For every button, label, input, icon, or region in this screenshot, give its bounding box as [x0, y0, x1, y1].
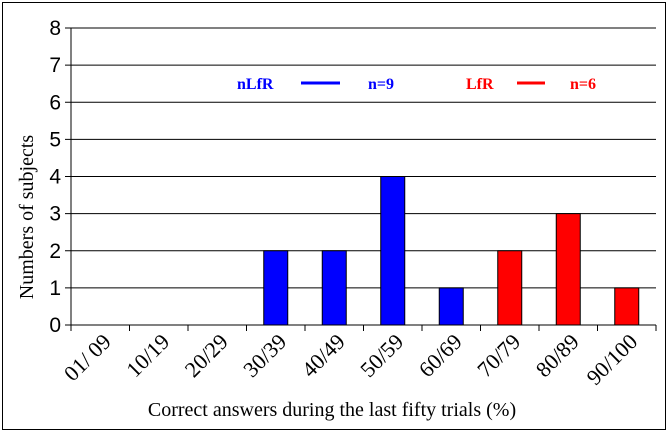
y-tick-label: 3 [49, 203, 61, 226]
x-tick-label: 80/89 [531, 329, 584, 382]
bar-nlfr-3 [263, 250, 289, 326]
y-tick-label: 7 [49, 54, 61, 77]
x-tick-labels: 01/ 09 10/19 20/29 30/39 40/49 50/59 60/69 70/7… [59, 329, 643, 390]
chart-frame [2, 2, 666, 430]
y-tick-label: 8 [49, 17, 61, 40]
bars [263, 176, 640, 326]
y-tick-label: 5 [49, 128, 61, 151]
y-tick-label: 2 [49, 240, 61, 263]
y-tick-label: 0 [49, 314, 61, 337]
legend-label-lfr: LfR [466, 76, 494, 93]
x-tick-label: 30/39 [238, 329, 291, 382]
x-tick-label: 01/ 09 [59, 329, 116, 386]
y-tick-label: 6 [49, 91, 61, 114]
bar-nlfr-4 [321, 250, 347, 326]
bar-nlfr-6 [438, 287, 464, 326]
bar-lfr-8 [555, 213, 581, 326]
y-tick-label: 1 [49, 277, 61, 300]
legend-n-lfr: n=6 [570, 76, 596, 93]
x-axis-title: Correct answers during the last fifty tr… [148, 399, 516, 421]
y-tick-label: 4 [49, 166, 61, 189]
legend-n-nlfr: n=9 [368, 76, 394, 93]
legend-label-nlfr: nLfR [237, 76, 274, 93]
x-tick-label: 90/100 [581, 329, 642, 390]
y-axis-title: Numbers of subjects [16, 135, 38, 300]
bar-lfr-7 [497, 250, 523, 326]
legend: nLfR n=9 LfR n=6 [237, 76, 596, 93]
x-tick-label: 10/19 [121, 329, 174, 382]
x-tick-label: 40/49 [297, 329, 350, 382]
axes [65, 27, 657, 331]
x-tick-label: 60/69 [414, 329, 467, 382]
x-tick-label: 20/29 [180, 329, 233, 382]
x-tick-label: 50/59 [355, 329, 408, 382]
x-tick-label: 70/79 [472, 329, 525, 382]
bar-nlfr-5 [380, 176, 406, 326]
legend-entry-nlfr: nLfR n=9 [237, 76, 394, 93]
y-tick-labels: 0 1 2 3 4 5 6 7 8 [49, 17, 61, 337]
legend-entry-lfr: LfR n=6 [466, 76, 596, 93]
bar-lfr-9 [614, 287, 640, 326]
